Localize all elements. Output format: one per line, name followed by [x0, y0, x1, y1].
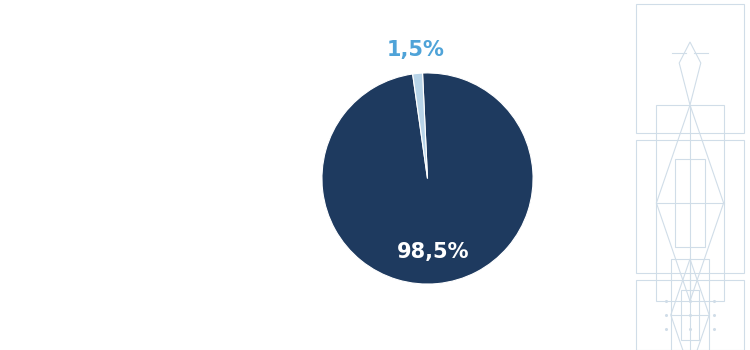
Wedge shape: [322, 73, 533, 284]
Wedge shape: [413, 73, 428, 178]
Text: 98,5%: 98,5%: [397, 242, 469, 262]
Text: 1,5%: 1,5%: [386, 40, 444, 60]
